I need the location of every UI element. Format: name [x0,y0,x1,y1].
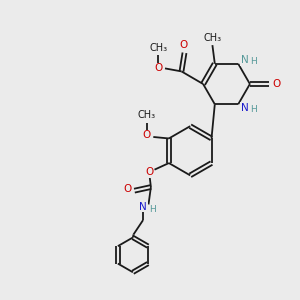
Text: H: H [250,57,256,66]
Text: O: O [272,79,280,89]
Text: O: O [145,167,153,177]
Text: N: N [139,202,147,212]
Text: N: N [241,103,249,113]
Text: H: H [149,206,155,214]
Text: O: O [124,184,132,194]
Text: CH₃: CH₃ [203,33,221,43]
Text: O: O [142,130,151,140]
Text: H: H [250,105,256,114]
Text: CH₃: CH₃ [138,110,156,120]
Text: N: N [241,55,249,65]
Text: CH₃: CH₃ [149,43,167,53]
Text: O: O [154,63,162,74]
Text: O: O [180,40,188,50]
